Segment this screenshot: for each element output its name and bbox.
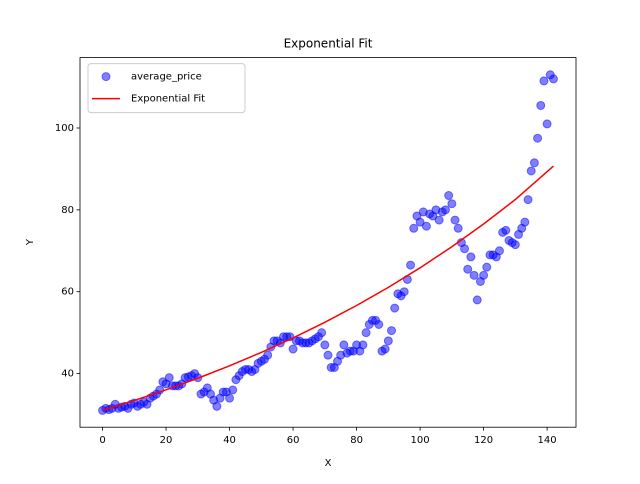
- x-tick-label: 60: [287, 435, 300, 446]
- x-tick-label: 140: [538, 435, 557, 446]
- x-tick-label: 20: [160, 435, 173, 446]
- data-point: [323, 350, 333, 360]
- data-point: [526, 166, 536, 176]
- data-point: [533, 133, 543, 143]
- legend-label: average_price: [131, 72, 202, 83]
- data-point: [450, 215, 460, 225]
- x-tick-label: 0: [99, 435, 105, 446]
- data-point: [228, 385, 238, 395]
- data-point: [479, 270, 489, 280]
- x-tick-label: 80: [350, 435, 363, 446]
- data-point: [288, 344, 298, 354]
- data-point: [409, 223, 419, 233]
- legend-label: Exponential Fit: [131, 94, 205, 105]
- data-point: [374, 319, 384, 329]
- data-point: [460, 244, 470, 254]
- data-point: [536, 100, 546, 110]
- fit-line: [102, 165, 554, 412]
- data-point: [463, 264, 473, 274]
- data-point: [539, 76, 549, 86]
- data-point: [434, 215, 444, 225]
- data-point: [444, 191, 454, 201]
- data-point: [383, 336, 393, 346]
- y-tick-label: 80: [61, 205, 74, 216]
- data-point: [482, 262, 492, 272]
- data-point: [447, 199, 457, 209]
- data-point: [529, 158, 539, 168]
- data-point: [164, 373, 174, 383]
- data-point: [523, 195, 533, 205]
- data-point: [494, 246, 504, 256]
- data-point: [548, 74, 558, 84]
- data-point: [542, 119, 552, 129]
- data-point: [421, 221, 431, 231]
- x-tick-label: 40: [223, 435, 236, 446]
- data-point: [501, 225, 511, 235]
- x-axis-label: X: [325, 458, 332, 469]
- data-point: [212, 401, 222, 411]
- y-tick-label: 40: [61, 369, 74, 380]
- y-axis-label: Y: [25, 238, 36, 246]
- y-tick-label: 100: [55, 123, 74, 134]
- data-point: [510, 240, 520, 250]
- data-point: [472, 295, 482, 305]
- data-point: [358, 340, 368, 350]
- legend-marker: [101, 72, 111, 82]
- data-point: [399, 287, 409, 297]
- x-tick-label: 100: [411, 435, 430, 446]
- data-point: [380, 344, 390, 354]
- axes-frame: [79, 57, 577, 428]
- data-point: [520, 217, 530, 227]
- data-point: [225, 393, 235, 403]
- data-point: [440, 205, 450, 215]
- y-tick-label: 60: [61, 287, 74, 298]
- data-point: [469, 270, 479, 280]
- data-point: [317, 328, 327, 338]
- data-point: [339, 340, 349, 350]
- data-point: [466, 252, 476, 262]
- data-point: [387, 326, 397, 336]
- data-point: [406, 260, 416, 270]
- data-point: [453, 223, 463, 233]
- data-point: [415, 217, 425, 227]
- data-point: [320, 340, 330, 350]
- data-point: [361, 328, 371, 338]
- x-tick-label: 120: [474, 435, 493, 446]
- data-point: [263, 350, 273, 360]
- data-point: [390, 303, 400, 313]
- legend-box: [87, 63, 246, 114]
- chart-title: Exponential Fit: [284, 37, 373, 51]
